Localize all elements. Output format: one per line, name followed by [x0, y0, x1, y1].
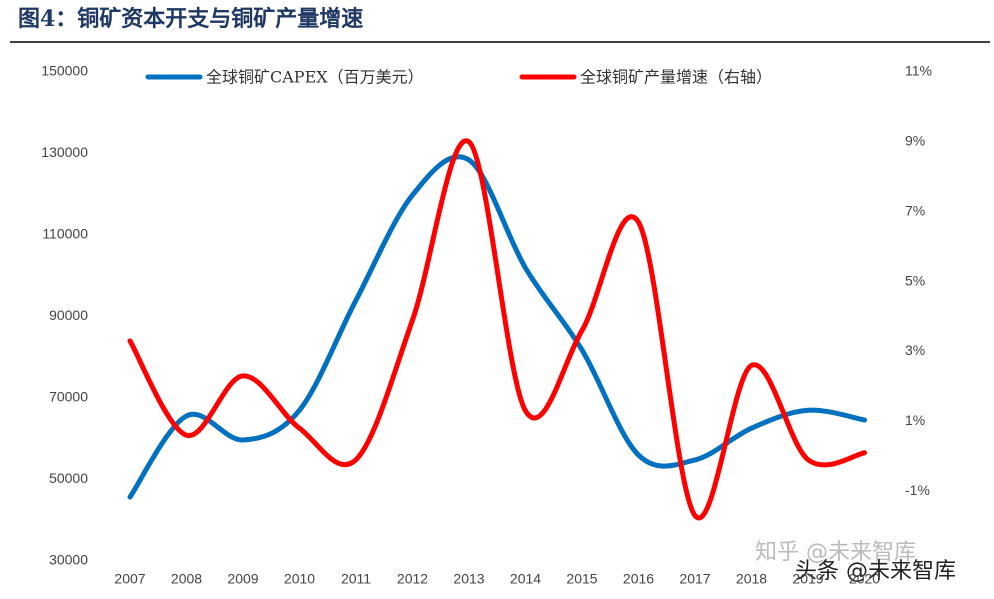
y-tick-label: 70000	[49, 389, 88, 405]
watermark: 头条 @未来智库	[795, 559, 956, 584]
y-tick-label: 110000	[42, 226, 88, 242]
x-tick-label: 2017	[679, 571, 710, 587]
legend-label: 全球铜矿产量增速（右轴）	[580, 68, 772, 87]
x-tick-label: 2008	[171, 571, 202, 587]
watermark: 知乎 @未来智库	[755, 540, 916, 565]
legend-label: 全球铜矿CAPEX（百万美元）	[206, 68, 424, 87]
chart-title: 图4：铜矿资本开支与铜矿产量增速	[18, 6, 363, 32]
y-tick-label: 150000	[41, 63, 88, 79]
series-line	[127, 154, 867, 500]
y2-tick-label: 7%	[905, 202, 925, 218]
y2-tick-label: 11%	[905, 63, 932, 79]
x-tick-label: 2020	[849, 571, 880, 587]
x-tick-label: 2010	[284, 571, 315, 587]
y-tick-label: 30000	[49, 552, 88, 568]
y2-tick-label: 9%	[905, 133, 925, 149]
x-tick-label: 2015	[566, 571, 597, 587]
y-tick-label: 50000	[49, 470, 88, 486]
x-tick-label: 2013	[453, 571, 484, 587]
series-line	[127, 138, 867, 521]
x-tick-label: 2011	[341, 571, 371, 587]
y2-tick-label: 3%	[905, 342, 925, 358]
x-tick-label: 2007	[114, 571, 145, 587]
y2-tick-label: 5%	[905, 272, 925, 288]
x-tick-label: 2018	[736, 571, 767, 587]
y-tick-label: 130000	[41, 144, 88, 160]
y-tick-label: 90000	[49, 307, 88, 323]
x-tick-label: 2012	[397, 571, 428, 587]
y2-tick-label: -1%	[905, 482, 930, 498]
y2-tick-label: 1%	[905, 412, 925, 428]
x-tick-label: 2009	[227, 571, 258, 587]
x-tick-label: 2016	[623, 571, 654, 587]
x-tick-label: 2014	[510, 571, 541, 587]
x-tick-label: 2019	[792, 571, 823, 587]
